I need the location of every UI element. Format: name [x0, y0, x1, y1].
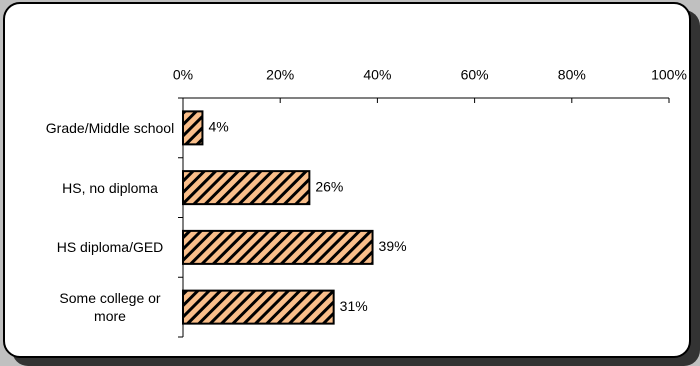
bar [182, 289, 335, 325]
bar [182, 110, 204, 146]
bar [182, 170, 311, 206]
y-tick-label: Grade/Middle school [45, 119, 175, 136]
data-label: 26% [315, 178, 343, 194]
x-tick-label: 40% [363, 67, 391, 83]
y-tick-label: Some college or more [59, 290, 161, 325]
panel [3, 2, 691, 358]
data-label: 31% [340, 298, 368, 314]
y-tick-label: HS diploma/GED [56, 239, 164, 256]
x-tick-label: 60% [461, 67, 489, 83]
data-label: 39% [379, 238, 407, 254]
y-tick-label: HS, no diploma [62, 179, 158, 196]
x-tick-label: 80% [558, 67, 586, 83]
x-tick-label: 20% [266, 67, 294, 83]
data-label: 4% [208, 119, 228, 135]
x-tick-label: 0% [173, 67, 193, 83]
bar [182, 229, 374, 265]
x-tick-label: 100% [651, 67, 687, 83]
